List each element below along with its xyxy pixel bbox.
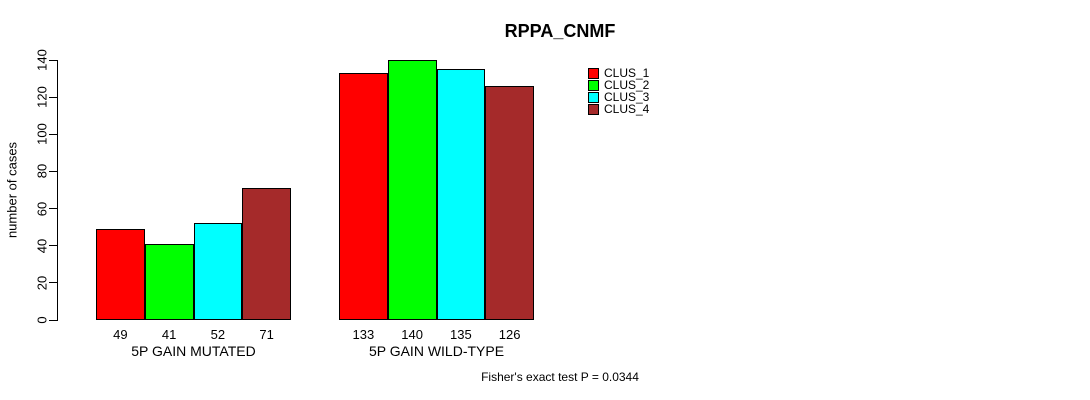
y-tick-label: 140 [34,49,50,71]
statistical-test-annotation: Fisher's exact test P = 0.0344 [481,370,639,384]
bar-clus_4-group2 [485,86,534,320]
legend-label: CLUS_1 [604,66,650,80]
y-tick-label: 20 [34,275,50,291]
bar-value-label: 71 [259,327,274,342]
legend-row: CLUS_3 [588,90,650,104]
bar-clus_1-group2 [339,73,388,320]
bar-value-label: 126 [498,327,521,342]
y-tick-label: 100 [34,123,50,146]
bar-clus_1-group1 [96,229,145,320]
y-tick [49,170,58,172]
y-tick [49,59,58,61]
bar-value-label: 52 [210,327,226,342]
bar-value-label: 140 [401,327,423,342]
bar-value-label: 49 [113,327,128,342]
bar-value-label: 135 [450,327,472,342]
legend-color-swatch [588,103,599,115]
legend-row: CLUS_4 [588,102,650,116]
chart-title: RPPA_CNMF [504,21,616,41]
legend-color-swatch [588,79,599,91]
x-group-label: 5P GAIN MUTATED [131,343,256,359]
bar-clus_3-group2 [436,69,486,320]
y-axis-line [57,60,58,321]
y-tick-label: 120 [34,86,50,108]
legend-label: CLUS_3 [604,90,650,104]
bar-value-label: 133 [352,327,375,342]
y-tick-label: 40 [34,238,50,253]
y-tick-label: 0 [34,316,50,324]
y-tick [49,133,58,135]
legend-row: CLUS_1 [588,66,650,80]
legend: CLUS_1 CLUS_2 CLUS_3 CLUS_4 [588,66,650,116]
y-tick-label: 60 [34,201,50,216]
y-tick [49,245,58,247]
legend-color-swatch [588,67,599,79]
y-tick [49,208,58,210]
bar-value-label: 41 [161,327,177,342]
y-tick-label: 80 [34,164,50,179]
y-tick [49,319,58,321]
legend-label: CLUS_4 [604,102,650,116]
bar-clus_2-group2 [387,60,437,320]
x-group-label: 5P GAIN WILD-TYPE [368,343,505,359]
y-tick [49,282,58,284]
y-tick [49,96,58,98]
legend-row: CLUS_2 [588,78,650,92]
bar-clus_4-group1 [242,188,291,320]
bar-clus_3-group1 [193,223,243,320]
bar-clus_2-group1 [144,243,194,320]
legend-label: CLUS_2 [604,78,650,92]
legend-color-swatch [588,91,599,103]
